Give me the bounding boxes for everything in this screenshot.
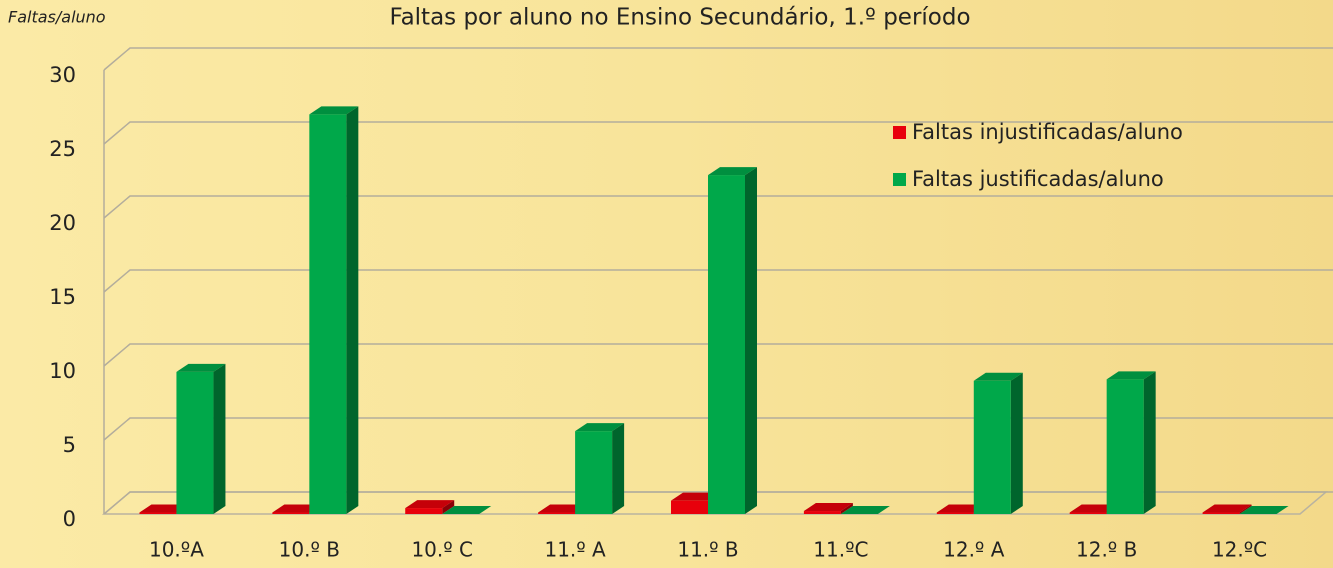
bar-side: [840, 503, 853, 514]
y-tick-label: 30: [49, 63, 76, 87]
x-tick-label: 12.º A: [943, 538, 1005, 562]
x-tick-label: 10.º B: [279, 538, 340, 562]
bar-top: [840, 506, 890, 514]
bar-side: [346, 106, 359, 515]
bar: [575, 431, 613, 514]
grid-line: [103, 47, 1333, 71]
bar-top: [803, 503, 853, 512]
y-tick-label: 15: [49, 285, 76, 309]
y-axis-title: Faltas/aluno: [8, 8, 106, 27]
bar-top: [538, 504, 588, 513]
y-tick-label: 25: [49, 137, 76, 161]
bar-side: [1143, 371, 1156, 514]
grid-line: [103, 491, 1333, 515]
grid-line: [103, 417, 1333, 441]
chart-title: Faltas por aluno no Ensino Secundário, 1…: [389, 5, 970, 31]
x-tick-label: 12.ºC: [1212, 538, 1267, 562]
bar: [671, 500, 708, 514]
grid-line: [103, 343, 1333, 367]
bar: [1202, 512, 1240, 514]
bar-top: [442, 506, 492, 514]
bar-top: [1202, 504, 1252, 513]
bar-top: [176, 363, 226, 372]
bar-group: [1106, 371, 1156, 514]
grid-line: [103, 269, 1333, 293]
bar: [973, 380, 1011, 514]
bar-side: [1239, 504, 1252, 514]
bar-top: [1239, 506, 1289, 514]
bar: [1069, 512, 1107, 514]
x-tick-label: 11.º B: [677, 538, 738, 562]
bar-top: [1069, 504, 1119, 513]
legend-swatch: [893, 173, 906, 186]
bar-group: [973, 372, 1023, 514]
bar-group: [1239, 506, 1289, 514]
y-tick-label: 5: [63, 433, 76, 457]
x-tick-label: 12.º B: [1076, 538, 1137, 562]
bar-side: [442, 500, 455, 514]
y-tick-label: 10: [49, 359, 76, 383]
bar: [309, 114, 347, 515]
bar-group: [176, 363, 226, 514]
bar-top: [575, 423, 625, 432]
legend-label: Faltas injustificadas/aluno: [912, 120, 1183, 144]
bar-side: [612, 423, 625, 514]
bar: [538, 512, 576, 514]
bar-group: [840, 506, 890, 514]
bar-group: [708, 167, 757, 514]
bar-top: [309, 106, 359, 115]
bar-top: [272, 504, 322, 513]
grid-line: [103, 195, 1333, 219]
legend-swatch: [893, 126, 906, 139]
bar-top: [708, 167, 757, 176]
bar: [1106, 379, 1144, 514]
bar: [139, 512, 177, 514]
bar-side: [213, 363, 226, 514]
bar-group: [803, 503, 853, 514]
bar-top: [139, 504, 189, 513]
bar-group: [309, 106, 359, 515]
bar-top: [1106, 371, 1156, 380]
x-tick-label: 10.º C: [411, 538, 473, 562]
bar-group: [575, 423, 625, 514]
x-tick-label: 10.ºA: [149, 538, 204, 562]
bar-top: [671, 492, 720, 501]
bar: [708, 175, 745, 514]
y-tick-label: 0: [63, 507, 76, 531]
bar-group: [442, 506, 492, 514]
grid-line: [103, 121, 1333, 145]
legend-label: Faltas justificadas/aluno: [912, 167, 1164, 191]
bar: [405, 508, 443, 514]
bar: [936, 512, 974, 514]
bar-top: [936, 504, 986, 513]
bar-side: [1010, 372, 1023, 514]
bar-group: [405, 500, 455, 514]
x-tick-label: 11.ºC: [813, 538, 868, 562]
bar-side: [745, 167, 757, 514]
x-tick-label: 11.º A: [544, 538, 606, 562]
bar: [272, 512, 310, 514]
bar-top: [405, 500, 455, 509]
bar-top: [973, 372, 1023, 381]
bar-group: [1202, 504, 1252, 514]
y-tick-label: 20: [49, 211, 76, 235]
bar: [803, 511, 841, 514]
bar: [176, 371, 214, 514]
